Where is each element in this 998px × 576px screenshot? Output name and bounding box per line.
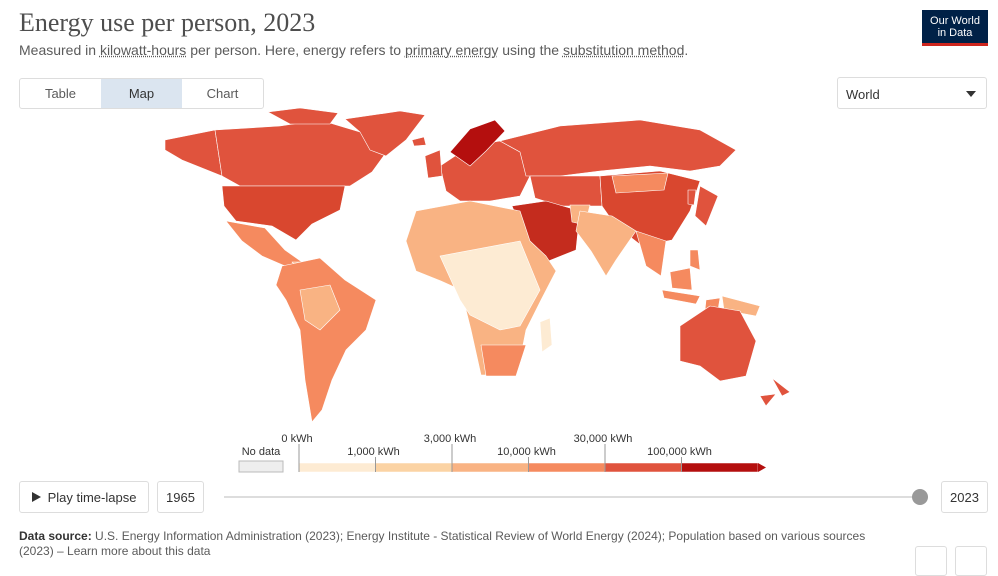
legend-label: 100,000 kWh: [647, 446, 712, 458]
source-label: Data source:: [19, 529, 92, 543]
play-icon: [31, 492, 41, 502]
source-text: U.S. Energy Information Administration (…: [19, 529, 866, 558]
slider[interactable]: [220, 485, 935, 509]
start-year[interactable]: 1965: [157, 481, 204, 513]
subtitle-text: using the: [498, 42, 563, 58]
subtitle-link[interactable]: primary energy: [404, 42, 499, 58]
region-shape[interactable]: [221, 185, 346, 241]
legend-bin: [604, 462, 682, 473]
title: Energy use per person, 2023: [19, 8, 316, 37]
legend-bin: [681, 462, 759, 473]
region-select[interactable]: World: [837, 77, 987, 109]
region-shape[interactable]: [449, 119, 506, 167]
region-shape[interactable]: [759, 377, 791, 407]
page: Energy use per person, 2023 Measured in …: [19, 8, 988, 576]
subtitle-link[interactable]: substitution method: [562, 42, 685, 58]
play-label: Play time-lapse: [47, 489, 137, 505]
tabs: Table Map Chart: [19, 78, 264, 109]
legend-arrow: [758, 463, 766, 472]
subtitle: Measured in kilowatt-hours per person. H…: [19, 42, 688, 58]
tab[interactable]: Chart: [206, 86, 239, 101]
caret: [966, 91, 976, 97]
end-year[interactable]: 2023: [941, 481, 988, 513]
legend-bin: [528, 462, 606, 473]
share-button[interactable]: [915, 546, 947, 576]
region-shape[interactable]: [299, 284, 341, 331]
region-shape[interactable]: [539, 317, 553, 353]
region-shape[interactable]: [480, 344, 527, 377]
subtitle-link[interactable]: kilowatt-hours: [99, 42, 187, 58]
region-shape[interactable]: [611, 172, 669, 194]
logo[interactable]: Our World in Data: [922, 10, 988, 46]
tab[interactable]: Map: [101, 79, 182, 108]
legend-label: 3,000 kWh: [424, 433, 477, 445]
region-shape[interactable]: [267, 107, 426, 157]
legend-bin: [375, 462, 453, 473]
legend-bin: [298, 462, 376, 473]
legend-bin: [451, 462, 529, 473]
legend-label: 0 kWh: [281, 433, 312, 445]
logo-line: Our World: [930, 15, 980, 27]
region-shape[interactable]: [575, 210, 637, 277]
subtitle-text: Measured in: [19, 42, 100, 58]
region-shape[interactable]: [164, 129, 223, 177]
no-data-swatch: [238, 460, 284, 473]
slider-knob[interactable]: [912, 489, 928, 505]
end-label: 2023: [950, 489, 979, 505]
legend: No data 0 kWh 1,000 kWh 3,000 kWh 10,000 kW…: [238, 433, 766, 473]
legend-label: 30,000 kWh: [574, 433, 633, 445]
footer: Data source: U.S. Energy Information Adm…: [19, 529, 889, 559]
start-label: 1965: [166, 489, 195, 505]
play-button[interactable]: Play time-lapse: [19, 481, 149, 513]
region-shape[interactable]: [275, 257, 377, 423]
logo-line: in Data: [937, 27, 973, 39]
legend-label: 10,000 kWh: [497, 446, 556, 458]
legend-label: 1,000 kWh: [347, 446, 400, 458]
no-data-label: No data: [242, 446, 281, 458]
region-label: World: [846, 87, 880, 102]
region-shape[interactable]: [635, 230, 667, 277]
map: [164, 107, 791, 423]
region-shape[interactable]: [411, 136, 443, 179]
subtitle-text: .: [684, 42, 689, 58]
region-shape[interactable]: [499, 119, 737, 177]
region-shape[interactable]: [439, 240, 541, 331]
region-shape[interactable]: [661, 249, 721, 311]
download-button[interactable]: [955, 546, 987, 576]
tab[interactable]: Table: [44, 86, 77, 101]
region-shape[interactable]: [679, 305, 757, 382]
region-shape[interactable]: [687, 185, 719, 227]
subtitle-text: per person. Here, energy refers to: [186, 42, 405, 58]
